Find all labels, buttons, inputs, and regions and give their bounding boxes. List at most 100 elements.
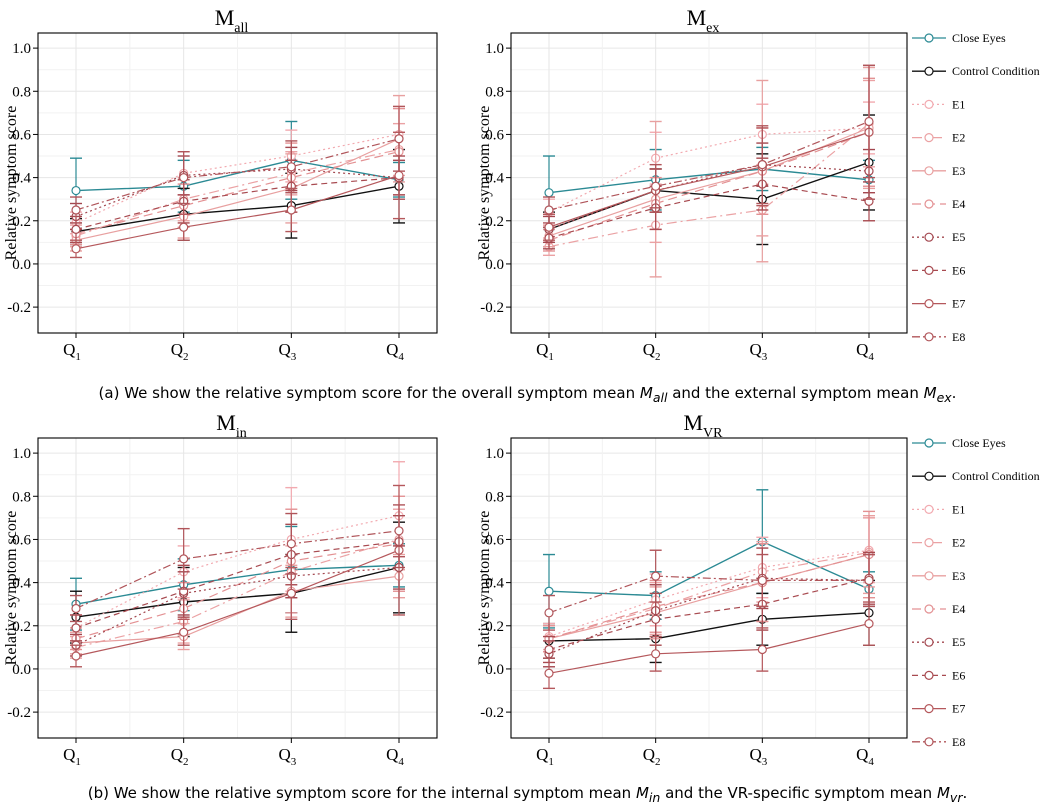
legend-swatch-marker	[924, 299, 934, 309]
chart-panel-2: -0.2 0.0 0.2 0.4 0.6 0.8 1.0 Q1 Q2 Q3 Q4 Mex Relativ…	[476, 5, 908, 363]
legend-label: E8	[952, 735, 965, 749]
series-line	[548, 575, 869, 614]
data-point	[394, 526, 404, 536]
series-line	[75, 543, 400, 640]
caption-b-pre: (b) We show the relative symptom score f…	[87, 784, 636, 802]
series-line	[75, 575, 400, 644]
data-point	[394, 170, 404, 181]
chart-panel-1: -0.2 0.0 0.2 0.4 0.6 0.8 1.0 Q1 Q2 Q3 Q4 Mall Relati…	[3, 5, 438, 363]
legend-label: E5	[952, 635, 965, 649]
caption-a-math1: Mall	[639, 384, 668, 405]
plot-frame	[510, 32, 908, 334]
y-tick-label: 0.2	[12, 214, 31, 230]
legend-swatch-marker	[924, 332, 934, 342]
legend-label: E4	[952, 197, 965, 211]
data-point	[286, 162, 296, 172]
legend-label: Close Eyes	[952, 436, 1006, 450]
series-line	[548, 183, 870, 239]
data-point	[544, 668, 554, 678]
legend-swatch-marker	[924, 504, 934, 514]
series-line	[548, 164, 870, 230]
legend-swatch-marker	[924, 199, 934, 209]
data-point	[651, 571, 661, 581]
legend-swatch-marker	[924, 703, 934, 714]
chart-title: Min	[216, 410, 246, 441]
y-tick-label: 0.8	[12, 489, 31, 505]
legend-label: E1	[952, 502, 965, 516]
x-tick-label: Q4	[386, 745, 404, 768]
caption-b: (b) We show the relative symptom score f…	[87, 784, 968, 805]
y-axis-label: Relative symptom score	[3, 106, 20, 261]
legend-swatch-marker	[924, 537, 934, 548]
legend-label: E1	[952, 97, 965, 111]
legend-label: E8	[952, 330, 965, 344]
series-line	[75, 177, 400, 230]
plot-frame	[37, 437, 438, 739]
plot-frame	[510, 437, 908, 739]
x-tick-label: Q4	[386, 340, 404, 363]
legend-label: Control Condition	[952, 469, 1040, 483]
y-tick-label: 0.8	[485, 84, 504, 100]
data-point	[651, 649, 661, 659]
x-tick-label: Q1	[63, 745, 81, 768]
data-point	[179, 173, 189, 183]
legend-label: E5	[952, 230, 965, 244]
series-line	[75, 159, 400, 192]
series-line	[548, 553, 870, 640]
chart-panel-4: -0.2 0.0 0.2 0.4 0.6 0.8 1.0 Q1 Q2 Q3 Q4 MVR Relativ…	[476, 410, 908, 768]
legend-swatch-marker	[924, 99, 934, 110]
series-line	[548, 168, 870, 194]
y-axis-label: Relative symptom score	[476, 511, 493, 666]
y-tick-label: 0.2	[485, 214, 504, 230]
series-line	[548, 540, 870, 597]
series-line	[75, 515, 400, 629]
data-point	[286, 539, 296, 549]
x-tick-label: Q1	[536, 340, 554, 363]
y-tick-label: 0.6	[485, 532, 504, 548]
x-tick-label: Q4	[856, 340, 874, 363]
y-tick-label: 0.6	[12, 532, 31, 548]
caption-a-pre: (a) We show the relative symptom score f…	[98, 384, 640, 402]
data-point	[544, 222, 554, 232]
legend-label: E6	[952, 263, 965, 277]
legend-swatch-marker	[924, 438, 934, 448]
data-point	[864, 116, 874, 127]
series-line	[75, 185, 400, 233]
y-tick-label: 1.0	[12, 41, 31, 57]
x-tick-label: Q3	[278, 745, 296, 768]
series-line	[75, 138, 400, 241]
x-tick-label: Q2	[171, 340, 189, 363]
data-point	[71, 623, 81, 633]
series-line	[548, 577, 870, 655]
y-tick-label: 0.4	[12, 576, 31, 592]
series-line	[548, 131, 870, 241]
y-tick-label: 0.4	[12, 171, 31, 187]
data-point	[71, 185, 81, 196]
data-point	[71, 205, 81, 215]
x-tick-label: Q3	[278, 340, 296, 363]
data-point	[71, 651, 81, 661]
legend-label: E3	[952, 164, 965, 178]
legend-swatch-marker	[924, 604, 934, 614]
series-e8	[70, 105, 405, 224]
series-e8	[543, 64, 875, 224]
legend-label: E7	[952, 702, 965, 716]
series-line	[548, 551, 870, 640]
chart-panel-3: -0.2 0.0 0.2 0.4 0.6 0.8 1.0 Q1 Q2 Q3 Q4 Min Relativ…	[3, 410, 438, 768]
data-point	[544, 205, 554, 215]
legend-label: E4	[952, 602, 965, 616]
legend-swatch-marker	[924, 33, 934, 43]
data-point	[179, 627, 189, 637]
series-line	[75, 174, 400, 250]
data-point	[651, 181, 661, 191]
y-tick-label: -0.2	[480, 300, 504, 316]
y-tick-label: 0.2	[12, 619, 31, 635]
series-line	[75, 549, 400, 657]
y-tick-label: 0.0	[12, 257, 31, 273]
data-point	[757, 160, 767, 170]
y-axis-label: Relative symptom score	[476, 106, 493, 261]
series-line	[75, 566, 400, 618]
legend-label: Control Condition	[952, 64, 1040, 78]
caption-b-mid: and the VR-specific symptom mean	[660, 784, 937, 802]
